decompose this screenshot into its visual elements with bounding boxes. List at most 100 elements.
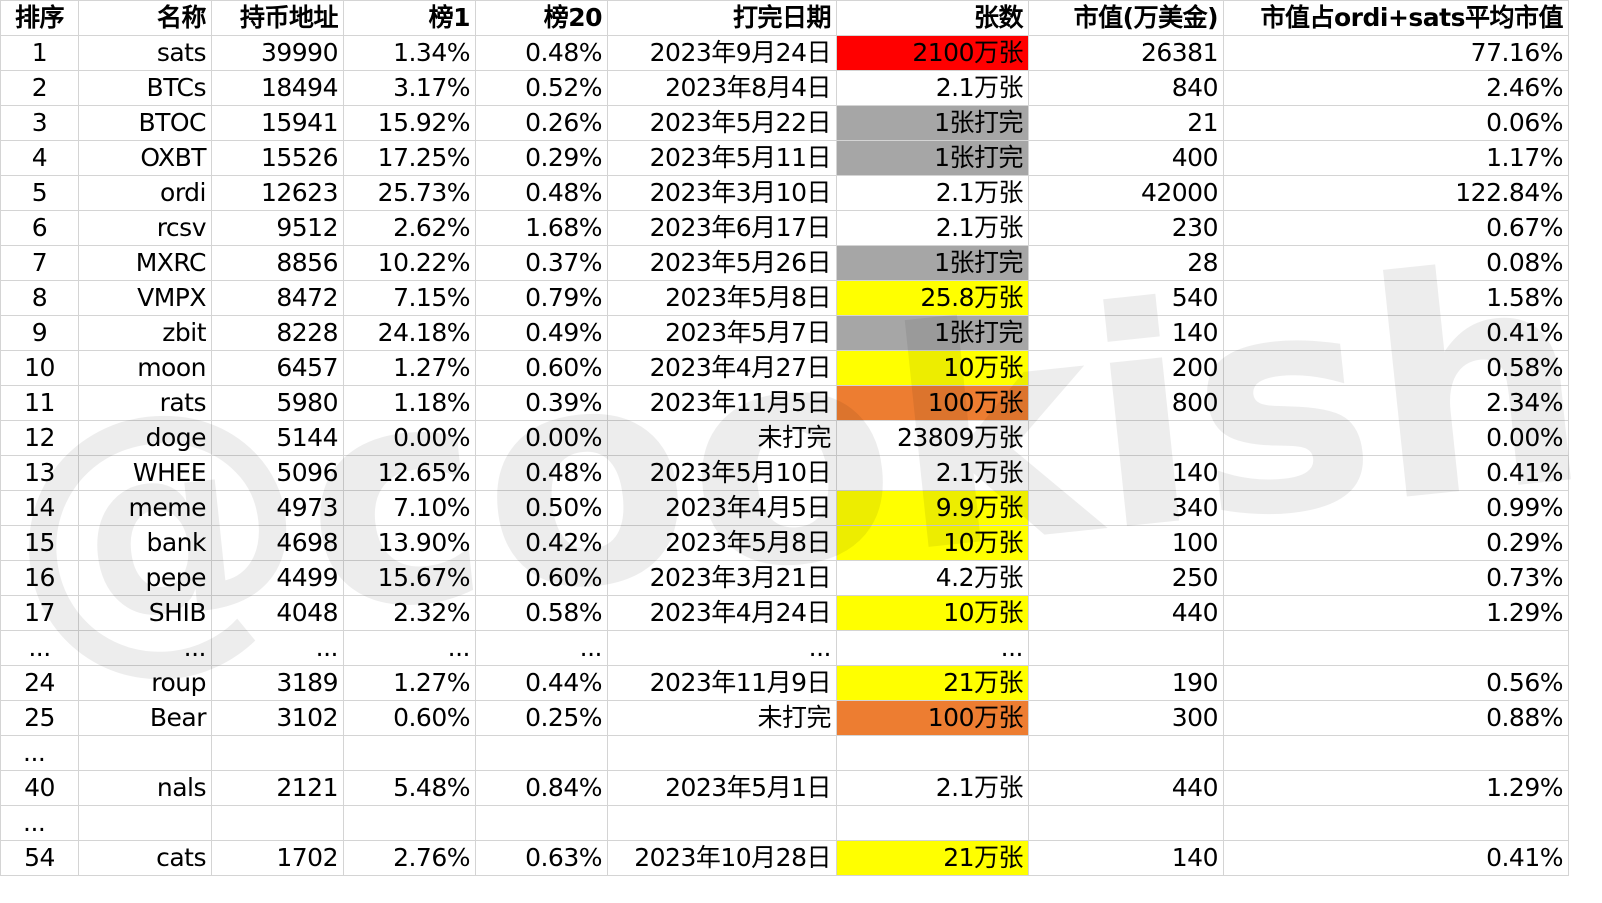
market-cap-cell[interactable]: 300 (1028, 700, 1224, 736)
market-cap-ratio-cell[interactable]: 0.06% (1223, 105, 1569, 141)
top1-cell[interactable]: 17.25% (343, 140, 476, 176)
mint-date-cell[interactable]: 2023年6月17日 (607, 210, 837, 246)
mint-date-cell[interactable]: 未打完 (607, 700, 837, 736)
market-cap-ratio-cell[interactable]: 0.08% (1223, 245, 1569, 281)
supply-cell[interactable]: 21万张 (836, 665, 1029, 701)
market-cap-ratio-cell[interactable]: 0.67% (1223, 210, 1569, 246)
holders-cell[interactable]: 1702 (211, 840, 344, 876)
name-cell[interactable]: doge (78, 420, 212, 456)
market-cap-ratio-cell[interactable]: 0.58% (1223, 350, 1569, 386)
header-market-cap[interactable]: 市值(万美金) (1028, 0, 1224, 36)
name-cell[interactable]: OXBT (78, 140, 212, 176)
top1-cell[interactable]: ... (343, 630, 476, 666)
supply-cell[interactable] (836, 735, 1029, 771)
top1-cell[interactable]: 15.92% (343, 105, 476, 141)
rank-cell[interactable]: 13 (0, 455, 79, 491)
rank-cell[interactable]: 16 (0, 560, 79, 596)
mint-date-cell[interactable]: 2023年3月10日 (607, 175, 837, 211)
top20-cell[interactable]: 0.00% (475, 420, 608, 456)
top20-cell[interactable]: 0.63% (475, 840, 608, 876)
name-cell[interactable]: BTOC (78, 105, 212, 141)
holders-cell[interactable]: 2121 (211, 770, 344, 806)
name-cell[interactable]: bank (78, 525, 212, 561)
top1-cell[interactable]: 1.18% (343, 385, 476, 421)
rank-cell[interactable]: 9 (0, 315, 79, 351)
holders-cell[interactable]: 8856 (211, 245, 344, 281)
market-cap-cell[interactable]: 140 (1028, 455, 1224, 491)
mint-date-cell[interactable] (607, 735, 837, 771)
holders-cell[interactable]: 4698 (211, 525, 344, 561)
top20-cell[interactable]: ... (475, 630, 608, 666)
supply-cell[interactable]: 2.1万张 (836, 175, 1029, 211)
market-cap-ratio-cell[interactable]: 0.41% (1223, 315, 1569, 351)
header-name[interactable]: 名称 (78, 0, 212, 36)
mint-date-cell[interactable]: 2023年5月7日 (607, 315, 837, 351)
market-cap-cell[interactable]: 440 (1028, 770, 1224, 806)
market-cap-ratio-cell[interactable]: 0.73% (1223, 560, 1569, 596)
holders-cell[interactable]: 15941 (211, 105, 344, 141)
market-cap-ratio-cell[interactable]: 122.84% (1223, 175, 1569, 211)
market-cap-cell[interactable]: 140 (1028, 315, 1224, 351)
holders-cell[interactable]: 5144 (211, 420, 344, 456)
name-cell[interactable]: zbit (78, 315, 212, 351)
supply-cell[interactable]: 2100万张 (836, 35, 1029, 71)
rank-cell[interactable]: 8 (0, 280, 79, 316)
holders-cell[interactable]: 3189 (211, 665, 344, 701)
market-cap-cell[interactable]: 230 (1028, 210, 1224, 246)
name-cell[interactable]: Bear (78, 700, 212, 736)
rank-cell[interactable]: ... (0, 630, 79, 666)
supply-cell[interactable]: 2.1万张 (836, 455, 1029, 491)
holders-cell[interactable]: 12623 (211, 175, 344, 211)
header-rank[interactable]: 排序 (0, 0, 79, 36)
rank-cell[interactable]: 54 (0, 840, 79, 876)
name-cell[interactable]: ... (78, 630, 212, 666)
supply-cell[interactable]: 21万张 (836, 840, 1029, 876)
market-cap-cell[interactable]: 100 (1028, 525, 1224, 561)
market-cap-ratio-cell[interactable]: 2.46% (1223, 70, 1569, 106)
supply-cell[interactable]: 2.1万张 (836, 210, 1029, 246)
mint-date-cell[interactable]: 未打完 (607, 420, 837, 456)
top20-cell[interactable]: 0.52% (475, 70, 608, 106)
supply-cell[interactable]: 10万张 (836, 350, 1029, 386)
top1-cell[interactable]: 25.73% (343, 175, 476, 211)
mint-date-cell[interactable]: 2023年5月10日 (607, 455, 837, 491)
name-cell[interactable]: rcsv (78, 210, 212, 246)
rank-cell[interactable]: 5 (0, 175, 79, 211)
market-cap-cell[interactable]: 540 (1028, 280, 1224, 316)
market-cap-ratio-cell[interactable] (1223, 805, 1569, 841)
top1-cell[interactable]: 13.90% (343, 525, 476, 561)
market-cap-cell[interactable]: 28 (1028, 245, 1224, 281)
name-cell[interactable]: WHEE (78, 455, 212, 491)
top1-cell[interactable]: 1.34% (343, 35, 476, 71)
supply-cell[interactable]: 1张打完 (836, 315, 1029, 351)
name-cell[interactable]: meme (78, 490, 212, 526)
top1-cell[interactable]: 7.15% (343, 280, 476, 316)
market-cap-cell[interactable]: 26381 (1028, 35, 1224, 71)
top20-cell[interactable]: 0.44% (475, 665, 608, 701)
market-cap-ratio-cell[interactable] (1223, 630, 1569, 666)
name-cell[interactable]: MXRC (78, 245, 212, 281)
holders-cell[interactable]: 5096 (211, 455, 344, 491)
mint-date-cell[interactable]: ... (607, 630, 837, 666)
holders-cell[interactable]: 39990 (211, 35, 344, 71)
rank-cell[interactable]: 12 (0, 420, 79, 456)
supply-cell[interactable]: 1张打完 (836, 105, 1029, 141)
supply-cell[interactable] (836, 805, 1029, 841)
rank-cell[interactable]: 10 (0, 350, 79, 386)
top1-cell[interactable]: 2.76% (343, 840, 476, 876)
market-cap-ratio-cell[interactable]: 77.16% (1223, 35, 1569, 71)
holders-cell[interactable]: 4973 (211, 490, 344, 526)
market-cap-ratio-cell[interactable]: 0.00% (1223, 420, 1569, 456)
rank-cell[interactable]: 2 (0, 70, 79, 106)
supply-cell[interactable]: ... (836, 630, 1029, 666)
header-market-cap-ratio[interactable]: 市值占ordi+sats平均市值 (1223, 0, 1569, 36)
top1-cell[interactable]: 7.10% (343, 490, 476, 526)
mint-date-cell[interactable]: 2023年11月9日 (607, 665, 837, 701)
header-holders[interactable]: 持币地址 (211, 0, 344, 36)
mint-date-cell[interactable]: 2023年10月28日 (607, 840, 837, 876)
holders-cell[interactable]: 5980 (211, 385, 344, 421)
top1-cell[interactable]: 2.62% (343, 210, 476, 246)
mint-date-cell[interactable]: 2023年5月1日 (607, 770, 837, 806)
name-cell[interactable]: sats (78, 35, 212, 71)
top1-cell[interactable]: 0.00% (343, 420, 476, 456)
